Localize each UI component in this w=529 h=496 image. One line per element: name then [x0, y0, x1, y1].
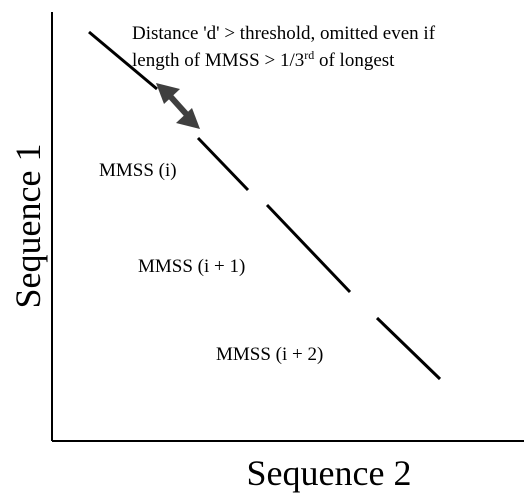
annotation-line-2: length of MMSS > 1/3rd of longest [132, 48, 395, 71]
segment-label-mmss-i-plus-1: MMSS (i + 1) [138, 256, 245, 277]
x-axis-title: Sequence 2 [247, 453, 412, 493]
mmss-segment-i [198, 138, 248, 190]
mmss-segment-i-plus-1 [267, 205, 350, 292]
annotation-line-1: Distance 'd' > threshold, omitted even i… [132, 23, 436, 44]
distance-double-arrow-icon [156, 83, 200, 129]
mmss-segment-i-plus-2 [377, 318, 440, 379]
segment-label-mmss-i-plus-2: MMSS (i + 2) [216, 344, 323, 365]
y-axis-title: Sequence 1 [8, 144, 48, 309]
segment-label-mmss-i: MMSS (i) [99, 160, 177, 181]
